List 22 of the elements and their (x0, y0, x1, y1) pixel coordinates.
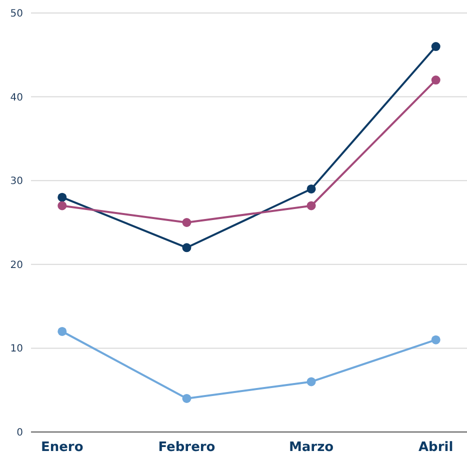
y-tick-label: 0 (16, 428, 23, 438)
point (58, 201, 67, 210)
y-tick-label: 20 (10, 260, 23, 271)
point (306, 184, 316, 194)
y-tick-label: 50 (10, 8, 23, 20)
point (182, 218, 192, 227)
point (306, 377, 316, 386)
point (58, 326, 67, 336)
point (306, 201, 316, 210)
y-tick-label: 30 (10, 176, 23, 188)
x-tick-label: Marzo (288, 440, 334, 455)
x-tick-label: Abril (418, 440, 454, 455)
point (431, 42, 440, 52)
point (431, 335, 440, 344)
y-tick-label: 10 (10, 344, 23, 355)
y-tick-label: 40 (10, 92, 23, 104)
x-tick-label: Enero (40, 440, 84, 455)
point (182, 243, 192, 252)
point (58, 192, 67, 202)
x-tick-label: Febrero (158, 440, 216, 455)
point (431, 76, 440, 85)
point (182, 394, 192, 403)
